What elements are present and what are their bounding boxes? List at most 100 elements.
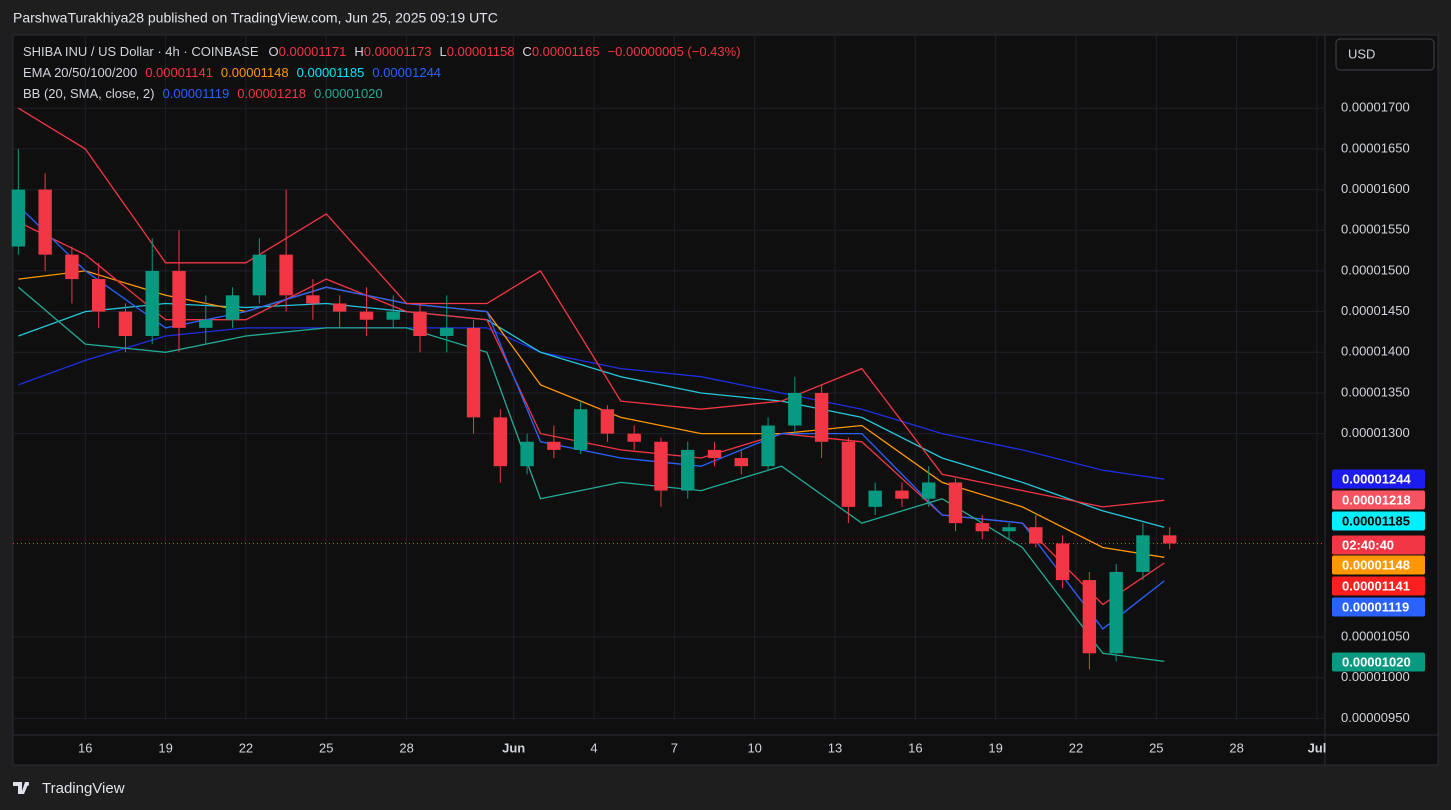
candle-body: [1082, 580, 1097, 654]
candle-body: [225, 295, 240, 320]
plot: [11, 107, 1325, 670]
candle-body: [627, 433, 641, 442]
candle-body: [600, 409, 615, 434]
logo-mark: [13, 782, 29, 794]
candle-body: [922, 482, 936, 499]
candle-body: [332, 303, 347, 312]
x-tick-label: 28: [1229, 740, 1243, 755]
candle-body: [386, 311, 400, 320]
indicator-value: 0.00001119: [163, 86, 230, 101]
y-tick-label: 0.00000950: [1341, 710, 1410, 725]
candle-body: [145, 270, 159, 337]
candle-body: [1002, 527, 1016, 532]
price-badge: [1332, 490, 1425, 510]
x-tick-label: 16: [908, 740, 922, 755]
symbol: SHIBA INU / US Dollar · 4h · COINBASE: [23, 44, 259, 59]
candle-body: [547, 441, 561, 450]
candle-body: [413, 311, 427, 337]
candle-body: [493, 417, 508, 467]
x-tick-label: 16: [78, 740, 92, 755]
price-badge-label: 0.00001218: [1342, 492, 1411, 507]
candle-body: [895, 490, 909, 499]
logo-dot: [25, 782, 29, 786]
candle-body: [1055, 543, 1070, 581]
price-badge: [1332, 555, 1425, 575]
candle-body: [1136, 535, 1150, 572]
candle-body: [118, 311, 133, 337]
candle-body: [707, 449, 722, 459]
logo: TradingView: [13, 780, 125, 797]
candle-body: [841, 441, 856, 507]
ohlc-value: 0.00001171: [279, 44, 347, 59]
ohlc-value: 0.00001173: [364, 44, 432, 59]
price-badge-label: 0.00001141: [1342, 578, 1410, 593]
brand: TradingView: [42, 780, 125, 797]
y-tick-label: 0.00001050: [1341, 628, 1410, 643]
x-tick-label: 7: [671, 740, 678, 755]
indicator-value: 0.00001148: [221, 65, 289, 80]
price-badge: [1332, 469, 1425, 489]
ohlc-label: H: [354, 44, 363, 59]
candle-body: [573, 409, 588, 450]
y-tick-label: 0.00001300: [1341, 425, 1410, 440]
currency[interactable]: USD: [1348, 46, 1375, 61]
price-badge-label: 0.00001148: [1342, 557, 1410, 572]
ema-legend: EMA 20/50/100/200 0.00001141 0.00001148 0.0…: [23, 65, 441, 80]
indicator-line: [18, 107, 1165, 508]
currency-button[interactable]: [1335, 38, 1435, 71]
y-tick-label: 0.00001350: [1341, 384, 1410, 399]
price-badge: [1332, 652, 1425, 672]
chart-panel: [12, 34, 1439, 766]
candle-body: [306, 295, 320, 304]
price-badge: [1332, 597, 1425, 617]
price-badge-label: 0.00001119: [1342, 599, 1409, 614]
x-tick-label: 19: [158, 740, 172, 755]
x-tick-label: 28: [399, 740, 413, 755]
candle-body: [1109, 571, 1123, 654]
candle-body: [279, 254, 293, 296]
indicator-name: BB (20, SMA, close, 2): [23, 86, 155, 101]
candle-body: [975, 523, 989, 532]
price-badge: [1332, 576, 1425, 596]
y-tick-label: 0.00001600: [1341, 181, 1410, 196]
candle-body: [948, 482, 963, 524]
y-tick-label: 0.00001550: [1341, 222, 1410, 237]
bb-legend: BB (20, SMA, close, 2) 0.00001119 0.000012…: [23, 86, 383, 101]
indicator-name: EMA 20/50/100/200: [23, 65, 137, 80]
x-tick-label: Jul: [1308, 740, 1327, 755]
x-tick-label: 25: [1149, 740, 1163, 755]
x-tick-label: 19: [988, 740, 1002, 755]
candle-body: [788, 392, 802, 426]
x-tick-label: 25: [319, 740, 333, 755]
ohlc-label: O: [269, 44, 279, 59]
indicator-value: 0.00001244: [372, 65, 441, 80]
candle-body: [359, 311, 374, 320]
price-badge: [1332, 511, 1425, 531]
candle-body: [466, 327, 481, 418]
price-badge: [1332, 535, 1425, 555]
indicator-value: 0.00001218: [237, 86, 306, 101]
y-tick-label: 0.00001700: [1341, 100, 1410, 115]
candle-body: [654, 441, 668, 491]
y-tick-label: 0.00001500: [1341, 262, 1410, 277]
candle-body: [734, 458, 748, 467]
candle-body: [520, 441, 534, 467]
x-tick-label: 4: [590, 740, 597, 755]
x-tick-label: 22: [239, 740, 253, 755]
candle-body: [199, 319, 213, 328]
change: −0.00000005 (−0.43%): [608, 44, 741, 59]
candle-body: [440, 327, 454, 337]
y-tick-label: 0.00001650: [1341, 140, 1410, 155]
indicator-value: 0.00001141: [145, 65, 213, 80]
ohlc-label: C: [522, 44, 531, 59]
candle-body: [11, 189, 26, 247]
x-tick-label: 22: [1069, 740, 1083, 755]
candle-body: [65, 254, 79, 280]
candle-body: [868, 490, 882, 507]
candle-body: [38, 189, 52, 255]
indicator-value: 0.00001185: [297, 65, 365, 80]
y-tick-label: 0.00001000: [1341, 669, 1410, 684]
candle-body: [1029, 527, 1043, 544]
y-tick-label: 0.00001450: [1341, 303, 1410, 318]
